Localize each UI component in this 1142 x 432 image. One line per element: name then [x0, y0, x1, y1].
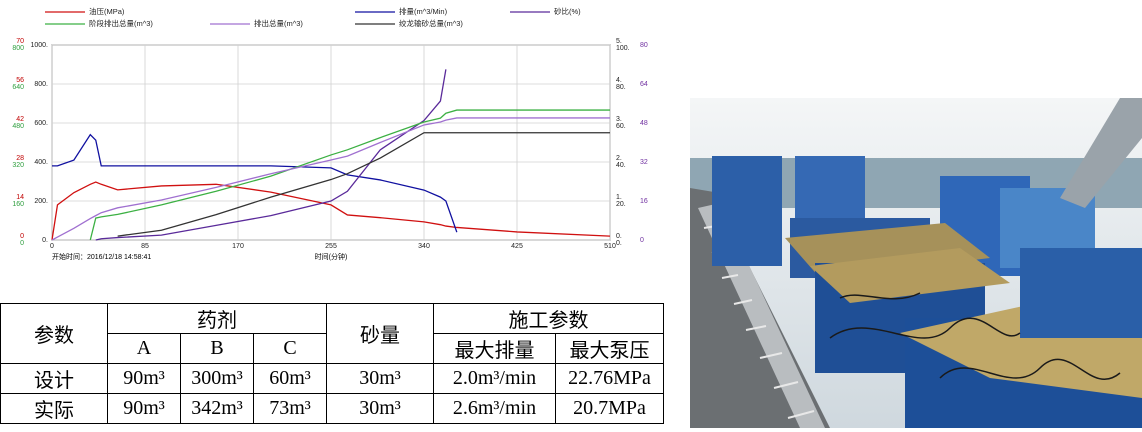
series-line	[51, 181, 611, 241]
x-tick-label: 170	[232, 243, 244, 250]
y-tick-label: 5.	[616, 38, 622, 45]
site-photo	[690, 98, 1142, 428]
y-tick-label: 14	[16, 194, 24, 201]
cell: 60m³	[253, 363, 327, 394]
legend-label: 绞龙输砂总量(m^3)	[399, 18, 463, 28]
y-tick-label: 56	[16, 77, 24, 84]
y-tick-label: 640	[12, 84, 24, 91]
cell: 300m³	[180, 363, 254, 394]
y-tick-label: 400.	[34, 159, 48, 166]
cell: 73m³	[253, 393, 327, 424]
cell: 342m³	[180, 393, 254, 424]
y-tick-label: 1.	[616, 194, 622, 201]
cell: 20.7MPa	[555, 393, 664, 424]
y-tick-label: 42	[16, 116, 24, 123]
y-tick-label: 100.	[616, 45, 630, 52]
y-tick-label: 0.	[616, 240, 622, 247]
legend-label: 排出总量(m^3)	[254, 18, 303, 28]
cell: 30m³	[326, 393, 434, 424]
y-tick-label: 160	[12, 201, 24, 208]
y-tick-label: 1000.	[30, 42, 48, 49]
y-tick-label: 20.	[616, 201, 626, 208]
cell: 2.6m³/min	[433, 393, 556, 424]
cell: 砂量	[326, 303, 434, 364]
cell: 实际	[0, 393, 108, 424]
legend-label: 砂比(%)	[554, 6, 581, 16]
y-tick-label: 80.	[616, 84, 626, 91]
cell: 最大泵压	[555, 333, 664, 364]
cell: A	[107, 333, 181, 364]
legend-label: 阶段排出总量(m^3)	[89, 18, 153, 28]
cell: 22.76MPa	[555, 363, 664, 394]
y-tick-label: 800.	[34, 81, 48, 88]
series-line	[89, 109, 610, 241]
y-tick-label: 0	[20, 233, 24, 240]
legend-label: 排量(m^3/Min)	[399, 6, 448, 16]
parameter-table: 参数 药剂 砂量 施工参数 A B C 最大排量 最大泵压 设计 90m³ 30…	[0, 303, 664, 424]
chart: 开始时间：2016/12/18 14:58:41 时间(分钟) 0 85 170 25…	[12, 6, 648, 261]
legend-label: 油压(MPa)	[89, 6, 125, 16]
y-tick-label: 70	[16, 38, 24, 45]
y-tick-label: 64	[640, 81, 648, 88]
x-tick-label: 340	[418, 243, 430, 250]
y-tick-label: 200.	[34, 198, 48, 205]
y-tick-label: 0	[640, 237, 644, 244]
cell: 最大排量	[433, 333, 556, 364]
y-tick-label: 2.	[616, 155, 622, 162]
x-tick-label: 255	[325, 243, 337, 250]
y-tick-label: 48	[640, 120, 648, 127]
x-tick-label: 510	[604, 243, 616, 250]
x-tick-label: 425	[511, 243, 523, 250]
x-tick-label: 0	[50, 243, 54, 250]
y-tick-label: 28	[16, 155, 24, 162]
cell: C	[253, 333, 327, 364]
cell: 药剂	[107, 303, 327, 334]
cell: 设计	[0, 363, 108, 394]
cell: 90m³	[107, 393, 181, 424]
y-tick-label: 0.	[42, 237, 48, 244]
series-line	[95, 69, 447, 241]
y-tick-label: 480	[12, 123, 24, 130]
x-axis-label: 时间(分钟)	[315, 252, 348, 261]
start-time: 开始时间：2016/12/18 14:58:41	[52, 252, 151, 261]
y-tick-label: 800	[12, 45, 24, 52]
y-tick-label: 80	[640, 42, 648, 49]
y-tick-label: 0.	[616, 233, 622, 240]
y-tick-label: 0	[20, 240, 24, 247]
cell: 施工参数	[433, 303, 664, 334]
cell: 2.0m³/min	[433, 363, 556, 394]
y-tick-label: 600.	[34, 120, 48, 127]
y-tick-label: 32	[640, 159, 648, 166]
cell: 90m³	[107, 363, 181, 394]
y-tick-label: 40.	[616, 162, 626, 169]
y-tick-label: 4.	[616, 77, 622, 84]
x-tick-label: 85	[141, 243, 149, 250]
series-line	[117, 132, 610, 237]
series-line	[51, 117, 610, 241]
y-tick-label: 16	[640, 198, 648, 205]
series-line	[52, 133, 458, 233]
cell: B	[180, 333, 254, 364]
y-tick-label: 3.	[616, 116, 622, 123]
y-tick-label: 320	[12, 162, 24, 169]
y-tick-label: 60.	[616, 123, 626, 130]
cell: 30m³	[326, 363, 434, 394]
cell: 参数	[0, 303, 108, 364]
